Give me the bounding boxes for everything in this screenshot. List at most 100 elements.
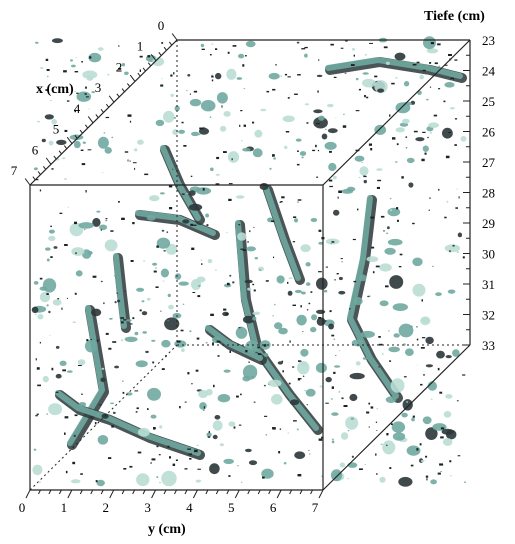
pore-blob [406,401,409,403]
pore-speck [81,163,86,166]
pore-blob [34,313,37,316]
pore-speck [215,48,218,50]
pore-speck [210,54,212,56]
pore-speck [144,173,149,176]
pore-speck [92,275,97,278]
pore-blob [48,403,62,416]
pore-blob [435,292,442,296]
pore-speck [239,124,241,127]
pore-speck [421,337,426,339]
pore-blob [47,75,49,78]
pore-blob [212,420,223,431]
pore-speck [64,129,68,132]
pore-speck [437,472,441,475]
pore-blob [419,74,425,80]
pore-blob [109,317,113,320]
pore-blob [387,226,390,230]
pore-blob [427,136,429,139]
pore-blob [242,147,251,152]
pore-speck [194,449,198,453]
pore-blob [141,311,148,316]
pore-blob [274,322,283,330]
pore-speck [62,369,66,372]
pore-blob [187,74,191,77]
pore-speck [189,93,191,95]
pore-blob [305,282,311,286]
pore-blob [324,141,337,150]
pore-blob [406,445,421,456]
pore-speck [240,248,244,250]
pore-speck [59,212,63,214]
pore-speck [399,253,403,256]
tick-mark [121,489,125,495]
pore-speck [161,368,165,370]
pore-speck [156,445,159,448]
pore-blob [388,452,391,455]
pore-speck [137,451,142,454]
pore-speck [275,64,277,66]
pore-blob [426,98,429,101]
pore-speck [173,72,175,75]
pore-blob [342,113,345,115]
pore-speck [445,155,450,159]
tick-mark [276,489,282,499]
pore-speck [76,92,79,94]
pore-speck [357,208,359,211]
pore-speck [312,149,316,152]
pore-blob [445,355,452,359]
depth-tick-label: 28 [482,186,495,201]
pore-blob [318,241,324,245]
pore-speck [368,402,371,405]
pore-speck [184,468,188,470]
pore-blob [142,331,147,334]
pore-blob [440,471,442,472]
pore-blob [96,479,105,487]
pore-blob [33,281,39,285]
pore-speck [278,451,281,454]
pore-channel-highlight [205,325,263,361]
pore-speck [331,334,335,337]
pore-speck [375,265,380,268]
pore-speck [211,75,214,78]
pore-blob [423,373,425,376]
pore-blob [405,136,408,139]
pore-speck [296,163,300,166]
pore-speck [35,358,37,361]
pore-blob [289,399,300,406]
pore-speck [353,54,355,57]
pore-speck [212,342,214,345]
x-axis-title: x (cm) [36,82,74,97]
depth-tick-label: 33 [482,338,495,353]
pore-blob [205,213,210,218]
pore-blob [70,59,73,62]
pore-speck [342,125,347,128]
pore-speck [124,151,129,153]
pore-blob [91,308,102,317]
pore-blob [195,479,202,483]
y-tick-label: 4 [186,500,193,515]
pore-speck [139,309,142,312]
pore-blob [137,139,144,145]
pore-speck [87,149,92,151]
pore-speck [273,256,275,259]
pore-blob [360,330,375,338]
pore-speck [333,371,336,374]
pore-blob [436,350,445,359]
pore-blob [425,364,433,368]
pore-blob [40,67,44,69]
pore-blob [117,299,121,303]
tick-mark [63,145,68,150]
tick-mark [58,150,62,155]
x-tick-label: 3 [95,80,102,95]
tick-mark [42,165,47,170]
pore-blob [33,167,38,171]
pore-speck [422,69,426,72]
pore-speck [280,201,283,203]
pore-speck [272,427,276,430]
tick-mark [24,178,31,186]
pore-speck [139,55,143,58]
pore-speck [118,45,120,47]
pore-speck [437,367,440,371]
pore-channel-highlight [135,210,216,236]
pore-blob [265,434,268,436]
